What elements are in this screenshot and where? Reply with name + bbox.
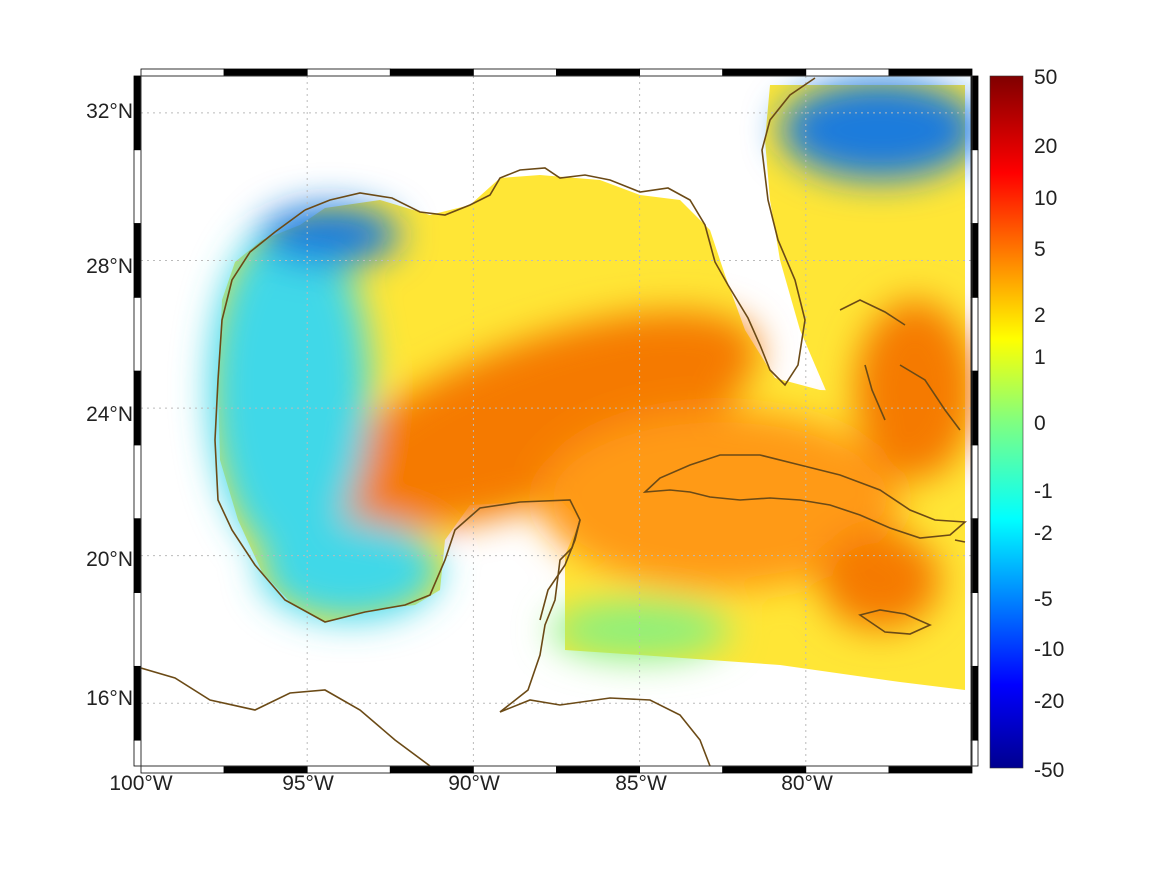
frame-segment — [133, 444, 142, 520]
colorbar-label: -5 — [1034, 588, 1053, 611]
cool-texas-shelf — [260, 205, 400, 265]
frame-segment — [133, 592, 142, 667]
cool-western-gulf — [210, 220, 370, 560]
colorbar-gradient — [989, 75, 1024, 769]
frame-segment — [133, 296, 142, 372]
colorbar-label: 20 — [1034, 135, 1057, 158]
frame-segment — [472, 68, 557, 77]
map-frame — [133, 68, 979, 774]
coast-bahamas — [839, 299, 961, 431]
colorbar: 50 20 10 5 2 1 0 -1 -2 -5 -10 -20 -50 — [989, 66, 1064, 782]
frame-segment — [133, 665, 142, 741]
frame-segment — [133, 223, 142, 298]
frame-segment — [389, 68, 474, 77]
latitude-labels: 32°N 28°N 24°N 20°N 16°N — [86, 100, 133, 710]
lat-label-20n: 20°N — [86, 548, 133, 571]
colorbar-label: -10 — [1034, 638, 1064, 661]
colorbar-label: -50 — [1034, 759, 1064, 782]
cool-bay-campeche — [260, 520, 440, 620]
lon-label-85w: 85°W — [615, 772, 667, 795]
colorbar-label: 1 — [1034, 346, 1046, 369]
frame-segment — [306, 68, 391, 77]
coast-yucatan-east — [539, 519, 581, 621]
cold-atlantic — [780, 80, 972, 180]
colorbar-label: -2 — [1034, 522, 1053, 545]
colorbar-label: 10 — [1034, 187, 1057, 210]
frame-outline — [140, 75, 973, 767]
coast-hispaniola — [954, 539, 966, 543]
colorbar-label: -1 — [1034, 480, 1053, 503]
frame-segment — [805, 68, 890, 77]
frame-segment — [722, 68, 807, 77]
frame-segment — [133, 518, 142, 593]
sea-field — [210, 80, 972, 690]
colorbar-labels: 50 20 10 5 2 1 0 -1 -2 -5 -10 -20 -50 — [1034, 66, 1064, 782]
warm-caribbean — [540, 410, 900, 590]
lat-label-32n: 32°N — [86, 100, 133, 123]
frame-segment — [133, 370, 142, 446]
frame-segment — [133, 149, 142, 224]
frame-segment — [639, 68, 724, 77]
coast-cuba — [642, 454, 967, 539]
longitude-labels: 100°W 95°W 90°W 85°W 80°W — [109, 772, 833, 795]
frame-segment — [970, 739, 979, 767]
colorbar-label: -20 — [1034, 690, 1064, 713]
coast-northern-gulf — [304, 77, 816, 387]
warm-bahamas — [855, 300, 972, 480]
frame-segment — [133, 75, 142, 151]
graticule — [141, 76, 972, 766]
coast-jamaica — [858, 609, 932, 635]
coastlines — [141, 77, 967, 766]
frame-segment — [888, 765, 973, 774]
lat-label-28n: 28°N — [86, 255, 133, 278]
frame-segment — [133, 739, 142, 767]
colorbar-label: 5 — [1034, 238, 1046, 261]
lat-label-16n: 16°N — [86, 687, 133, 710]
lon-label-100w: 100°W — [109, 772, 172, 795]
warm-jamaica — [820, 530, 940, 630]
frame-segment — [223, 68, 308, 77]
frame-segment — [140, 68, 225, 77]
warm-core-gulf — [322, 311, 758, 529]
lon-label-80w: 80°W — [781, 772, 833, 795]
frame-segment — [556, 68, 640, 77]
lat-label-24n: 24°N — [86, 403, 133, 426]
frame-segment — [888, 68, 973, 77]
coast-central-america — [141, 667, 711, 766]
colorbar-label: 2 — [1034, 304, 1046, 327]
coast-texas-mexico — [214, 209, 581, 713]
lon-label-95w: 95°W — [282, 772, 334, 795]
lon-label-90w: 90°W — [448, 772, 500, 795]
colorbar-label: 0 — [1034, 412, 1046, 435]
colorbar-label: 50 — [1034, 66, 1057, 89]
